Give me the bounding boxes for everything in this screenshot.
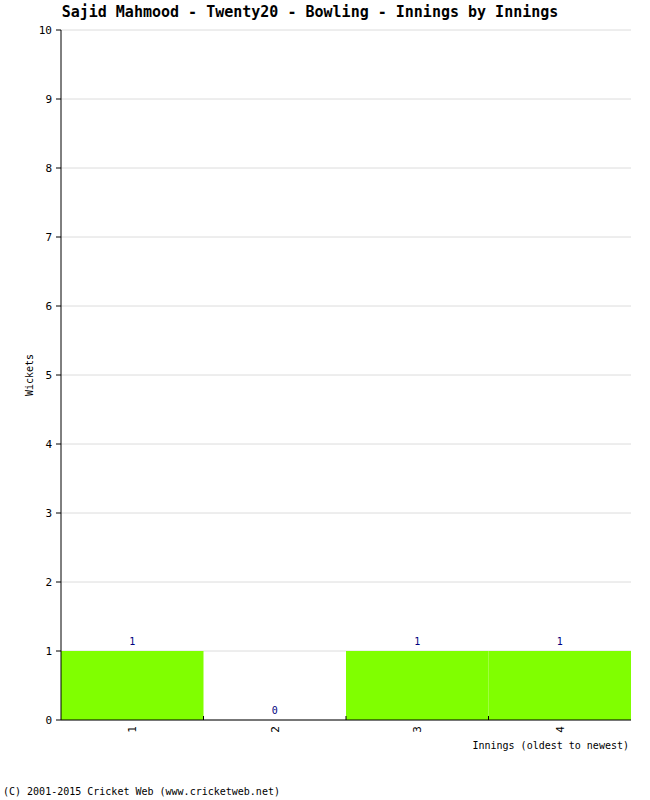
y-tick — [56, 99, 61, 100]
y-axis — [61, 30, 62, 720]
grid-line — [61, 513, 631, 514]
bar — [346, 651, 489, 720]
x-tick — [346, 716, 347, 720]
x-tick — [488, 716, 489, 720]
y-tick — [56, 30, 61, 31]
y-tick-label: 8 — [45, 162, 52, 175]
grid-line — [61, 237, 631, 238]
y-axis-label: Wickets — [24, 354, 35, 396]
y-tick — [56, 237, 61, 238]
y-tick-label: 7 — [45, 231, 52, 244]
y-tick-label: 2 — [45, 576, 52, 589]
bar — [61, 651, 204, 720]
x-tick-label: 3 — [411, 726, 424, 733]
x-axis-label: Innings (oldest to newest) — [472, 740, 629, 751]
grid-line — [61, 582, 631, 583]
background — [0, 0, 650, 800]
x-tick — [203, 716, 204, 720]
y-tick — [56, 720, 61, 721]
bars — [61, 651, 631, 720]
grid-line — [61, 444, 631, 445]
y-tick — [56, 582, 61, 583]
y-tick-label: 0 — [45, 714, 52, 727]
grid-line — [61, 375, 631, 376]
y-tick-label: 9 — [45, 93, 52, 106]
data-label: 1 — [414, 636, 420, 647]
y-tick — [56, 513, 61, 514]
x-tick-label: 4 — [554, 726, 567, 733]
data-label: 0 — [272, 705, 278, 716]
y-tick-label: 10 — [39, 24, 52, 37]
y-tick — [56, 306, 61, 307]
y-tick — [56, 651, 61, 652]
y-tick-label: 6 — [45, 300, 52, 313]
chart: 01234567891011021314Sajid Mahmood - Twen… — [0, 0, 650, 800]
grid-line — [61, 99, 631, 100]
title: Sajid Mahmood - Twenty20 - Bowling - Inn… — [62, 3, 559, 21]
y-tick-label: 5 — [45, 369, 52, 382]
x-tick-label: 2 — [269, 726, 282, 733]
data-label: 1 — [129, 636, 135, 647]
bar — [489, 651, 632, 720]
y-tick-label: 3 — [45, 507, 52, 520]
y-tick — [56, 444, 61, 445]
y-tick — [56, 168, 61, 169]
grid-line — [61, 306, 631, 307]
footer-note: (C) 2001-2015 Cricket Web (www.cricketwe… — [3, 786, 280, 797]
y-tick-label: 1 — [45, 645, 52, 658]
y-tick — [56, 375, 61, 376]
grid-line — [61, 30, 631, 31]
y-tick-label: 4 — [45, 438, 52, 451]
grid-line — [61, 168, 631, 169]
data-label: 1 — [557, 636, 563, 647]
x-tick-label: 1 — [126, 726, 139, 733]
